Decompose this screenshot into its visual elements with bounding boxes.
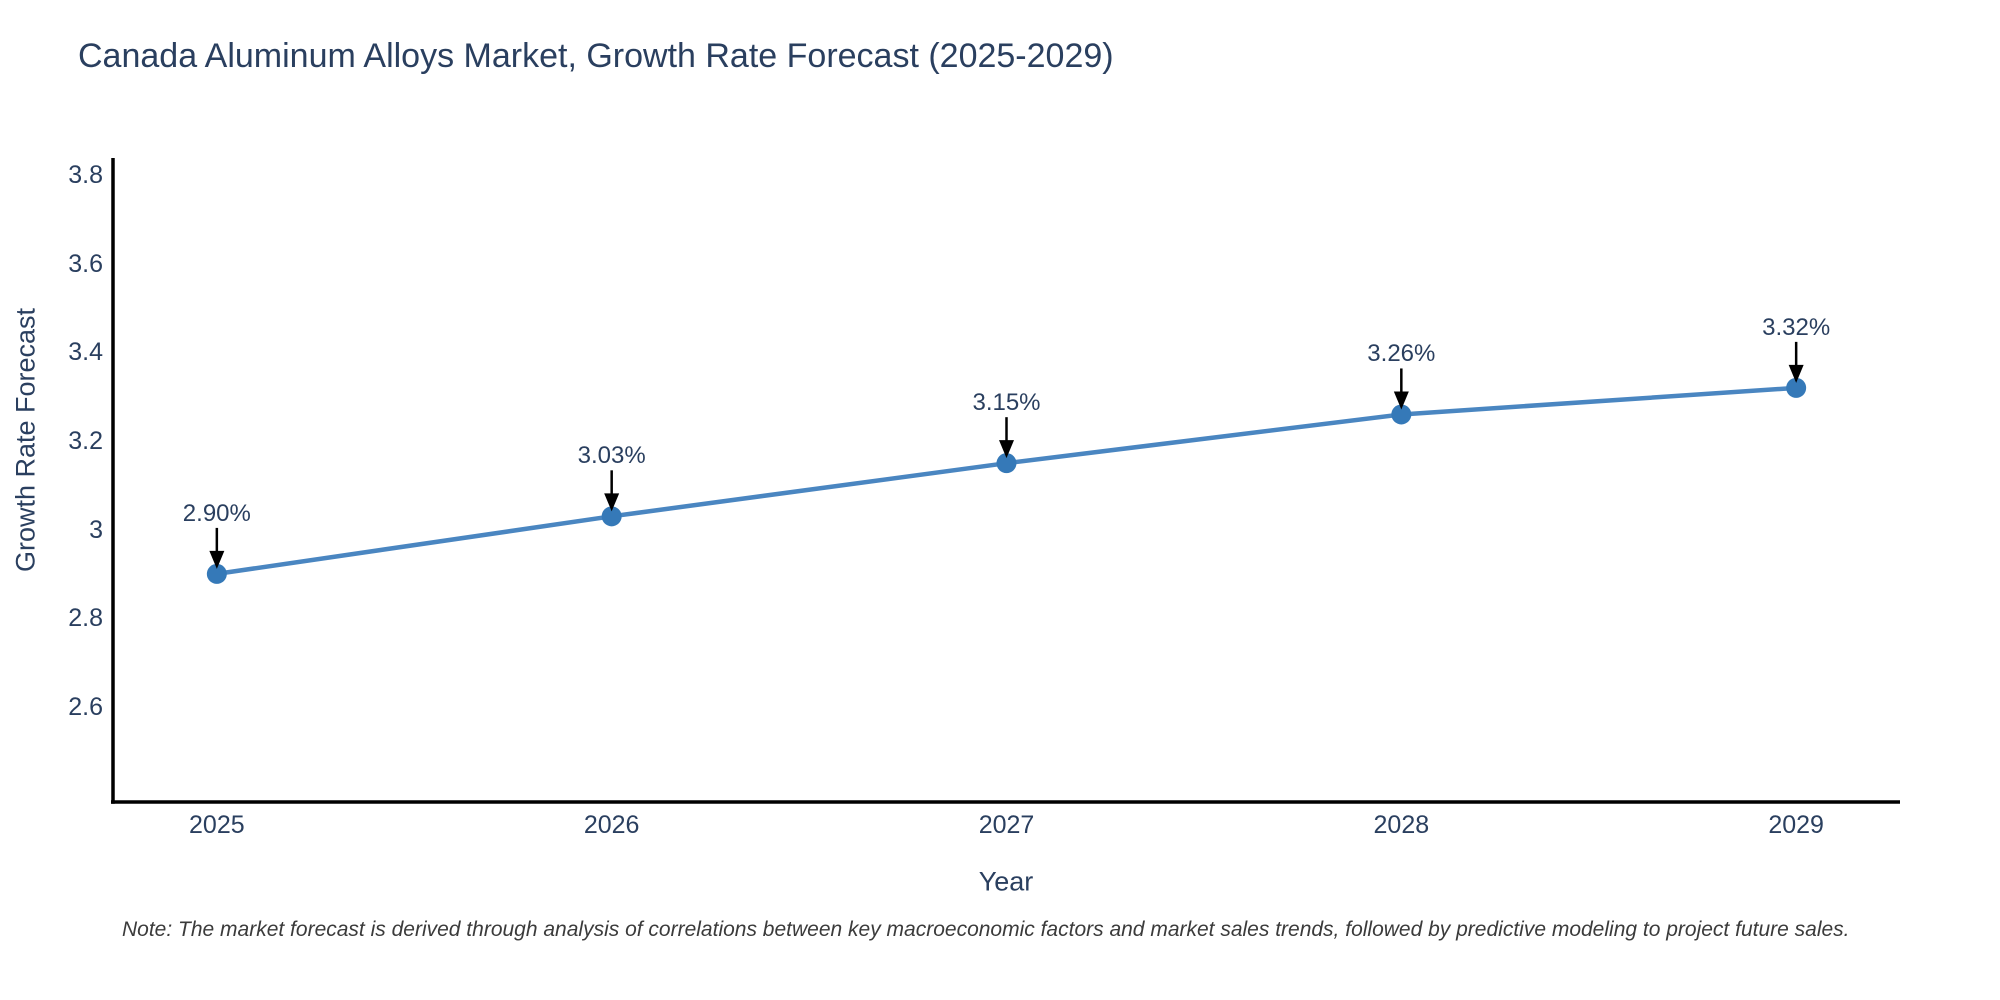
annotation-arrow-head [604, 493, 620, 512]
data-point-marker [996, 453, 1017, 474]
annotation-arrow-head [1393, 391, 1409, 410]
annotation-arrow-head [209, 550, 225, 569]
x-tick-label: 2027 [978, 811, 1035, 839]
y-tick-label: 3.8 [68, 161, 103, 190]
annotation-arrow-head [1788, 364, 1804, 383]
x-tick-label: 2028 [1373, 811, 1430, 839]
point-value-annotation: 3.32% [1762, 313, 1831, 341]
chart-title: Canada Aluminum Alloys Market, Growth Ra… [78, 37, 1114, 75]
x-tick-label: 2029 [1768, 811, 1824, 839]
data-point-marker [601, 506, 622, 527]
y-tick-label: 2.6 [68, 692, 103, 721]
point-value-annotation: 3.15% [972, 389, 1041, 417]
y-tick-label: 3.4 [68, 338, 103, 367]
footnote: Note: The market forecast is derived thr… [122, 918, 1850, 941]
data-point-marker [1391, 404, 1412, 425]
x-tick-label: 2026 [583, 811, 640, 839]
y-tick-label: 3.6 [68, 249, 103, 278]
point-value-annotation: 3.26% [1367, 340, 1436, 368]
point-value-annotation: 3.03% [577, 442, 646, 470]
data-point-marker [206, 563, 227, 584]
y-tick-label: 3 [89, 515, 103, 544]
data-point-marker [1786, 377, 1807, 398]
y-tick-label: 2.8 [68, 604, 103, 633]
y-tick-label: 3.2 [68, 427, 103, 456]
x-tick-label: 2025 [189, 811, 245, 839]
x-axis-title: Year [978, 866, 1034, 897]
point-value-annotation: 2.90% [182, 499, 251, 527]
annotation-arrow-head [999, 440, 1014, 459]
